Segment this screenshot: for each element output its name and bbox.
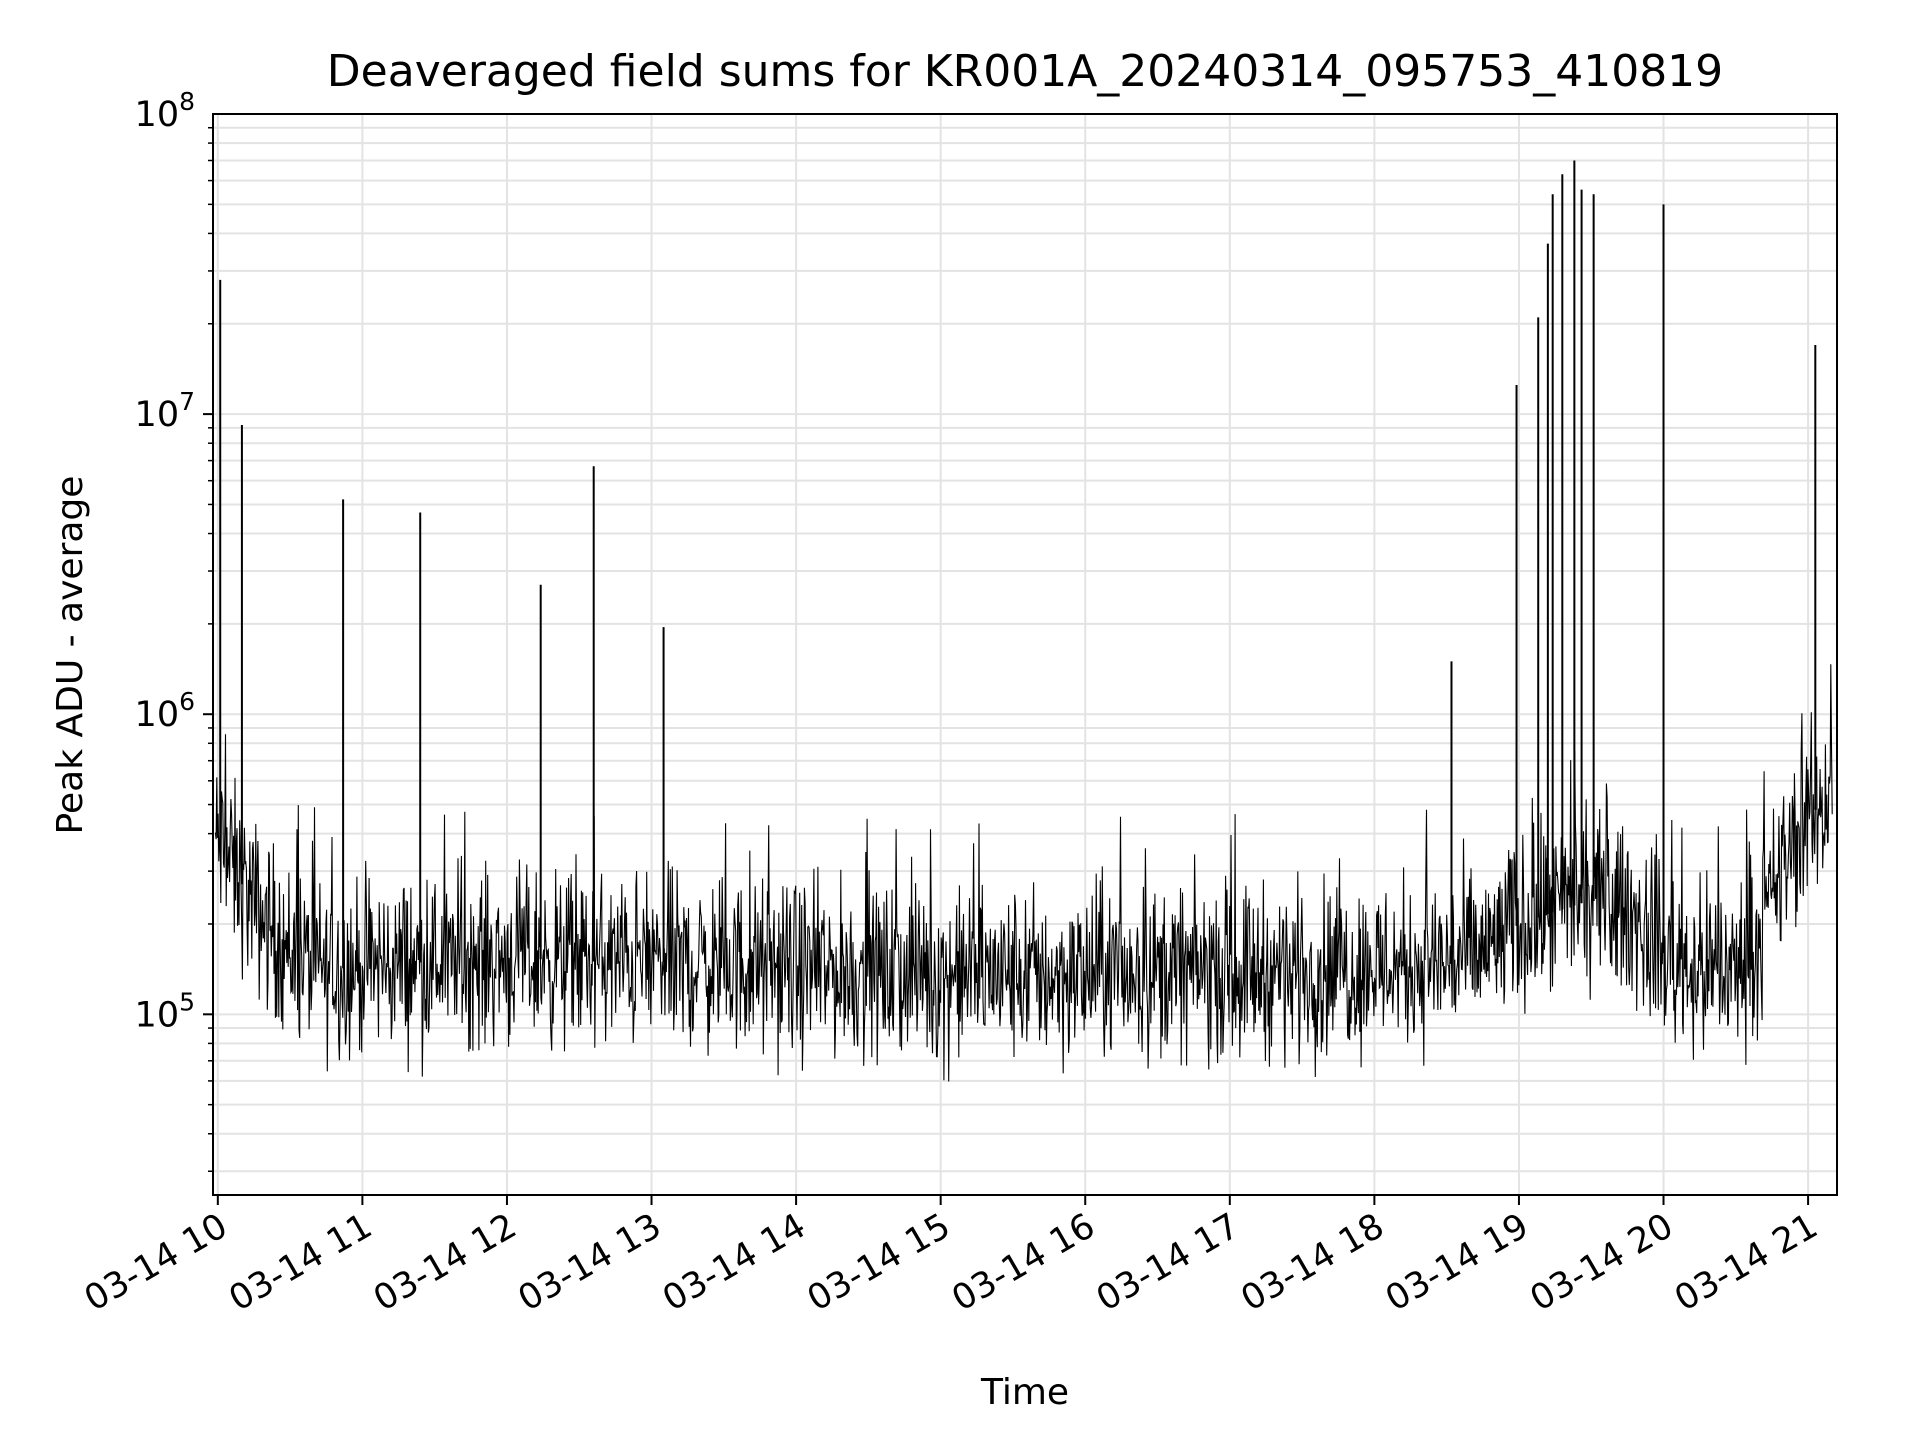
- y-tick-exponent: 7: [179, 387, 195, 416]
- y-tick-exponent: 8: [179, 87, 195, 116]
- y-axis-label: Peak ADU - average: [50, 476, 91, 835]
- chart-title: Deaveraged field sums for KR001A_2024031…: [327, 46, 1723, 97]
- data-layer: [214, 160, 1833, 1082]
- y-tick-label: 108: [135, 87, 195, 135]
- y-tick-label: 105: [135, 987, 195, 1035]
- y-tick-label: 107: [135, 387, 195, 435]
- plot-frame: [212, 113, 1838, 1196]
- y-tick-base: 10: [135, 995, 180, 1035]
- x-axis-label: Time: [980, 1372, 1069, 1413]
- y-tick-base: 10: [135, 695, 180, 735]
- y-tick-base: 10: [135, 95, 180, 135]
- grid-layer: [213, 114, 1837, 1195]
- y-tick-exponent: 5: [179, 987, 195, 1016]
- y-tick-exponent: 6: [179, 687, 195, 716]
- y-tick-label: 106: [135, 687, 195, 735]
- y-tick-base: 10: [135, 395, 180, 435]
